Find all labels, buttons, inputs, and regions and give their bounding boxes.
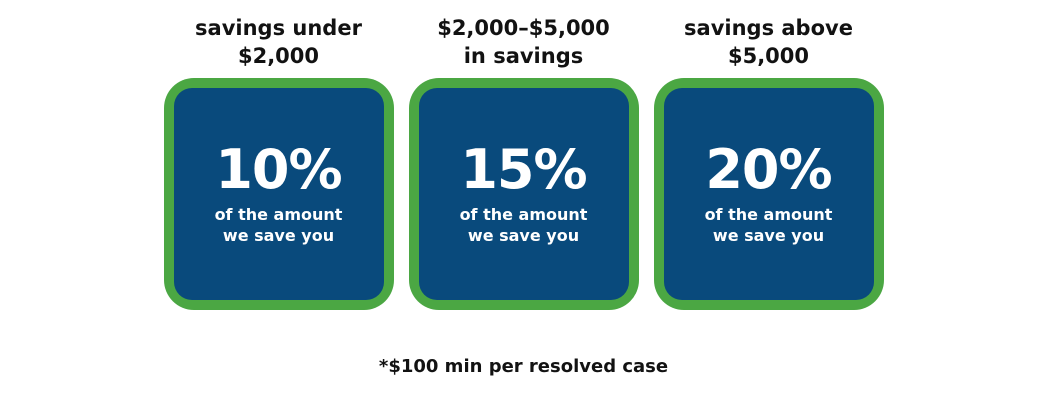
tier-header-line2: $5,000 — [727, 43, 810, 68]
tier-header: $2,000–$5,000 in savings — [437, 15, 610, 71]
tier-percent: 20% — [705, 137, 832, 201]
tier-header-line1: savings above — [684, 16, 853, 40]
tier-percent: 15% — [460, 137, 587, 201]
tier-header: savings above $5,000 — [684, 15, 853, 71]
tier-header-line2: in savings — [463, 43, 584, 68]
tier-caption: of the amount we save you — [460, 204, 588, 246]
tier-percent: 10% — [215, 137, 342, 201]
tier-card-body: 15% of the amount we save you — [418, 88, 629, 300]
tier-header-line1: $2,000–$5,000 — [437, 16, 610, 40]
tier-caption-line2: we save you — [712, 226, 825, 246]
tier-caption: of the amount we save you — [705, 204, 833, 246]
tier-caption-line1: of the amount — [704, 205, 833, 225]
tier-caption-line1: of the amount — [459, 205, 588, 225]
tier-caption-line2: we save you — [222, 226, 335, 246]
tier-column-2000-to-5000: $2,000–$5,000 in savings 15% of the amou… — [408, 15, 639, 310]
tier-row: savings under $2,000 10% of the amount w… — [163, 15, 884, 310]
tier-card: 15% of the amount we save you — [408, 78, 639, 310]
tier-header-line2: $2,000 — [237, 43, 320, 68]
tier-caption-line2: we save you — [467, 226, 580, 246]
tier-caption: of the amount we save you — [215, 204, 343, 246]
footnote: *$100 min per resolved case — [378, 356, 669, 377]
tier-card: 20% of the amount we save you — [653, 78, 884, 310]
tier-card: 10% of the amount we save you — [163, 78, 394, 310]
tier-header-line1: savings under — [195, 16, 362, 40]
tier-column-savings-above-5000: savings above $5,000 20% of the amount w… — [653, 15, 884, 310]
tier-header: savings under $2,000 — [195, 15, 362, 71]
tier-card-body: 10% of the amount we save you — [173, 88, 384, 300]
tier-card-body: 20% of the amount we save you — [663, 88, 874, 300]
tier-column-savings-under-2000: savings under $2,000 10% of the amount w… — [163, 15, 394, 310]
tier-caption-line1: of the amount — [214, 205, 343, 225]
